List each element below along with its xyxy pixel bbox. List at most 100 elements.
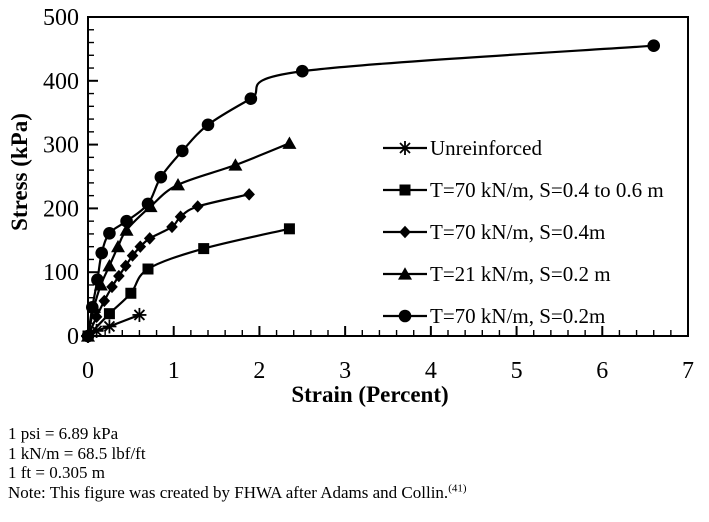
- y-tick-label: 400: [43, 69, 79, 95]
- triangle-marker: [171, 177, 185, 191]
- square-marker: [283, 223, 295, 235]
- circle-marker-shape: [398, 309, 412, 323]
- note-line-knm: 1 kN/m = 68.5 lbf/ft: [8, 443, 146, 463]
- legend-label: T=70 kN/m, S=0.4m: [430, 220, 605, 244]
- circle-marker: [95, 246, 109, 260]
- y-tick-label: 500: [43, 5, 79, 31]
- triangle-marker-shape: [111, 239, 125, 253]
- triangle-marker-shape: [398, 267, 412, 280]
- asterisk-marker-stroke: [399, 142, 411, 154]
- legend-label: T=70 kN/m, S=0.2m: [430, 304, 605, 328]
- x-tick-label: 1: [168, 358, 180, 384]
- circle-marker: [244, 92, 258, 105]
- circle-marker: [154, 170, 168, 184]
- diamond-marker: [90, 310, 103, 324]
- circle-marker-shape: [85, 300, 99, 314]
- diamond-marker-shape: [399, 225, 411, 239]
- note-citation: Note: This figure was created by FHWA af…: [8, 482, 467, 503]
- note-citation-text: Note: This figure was created by FHWA af…: [8, 482, 449, 502]
- asterisk-marker: [132, 307, 147, 322]
- circle-marker-shape: [141, 197, 155, 211]
- x-tick-label: 0: [82, 358, 94, 384]
- legend-label: T=70 kN/m, S=0.4 to 0.6 m: [430, 178, 664, 202]
- stress-strain-chart: 0 1 2 3 4 5 6 7 0 100 200 300 400 500 Strain (Percent)…: [7, 5, 694, 407]
- diamond-marker: [119, 259, 132, 273]
- asterisk-marker-stroke: [133, 309, 146, 321]
- asterisk-marker: [102, 319, 117, 334]
- circle-marker: [295, 64, 309, 78]
- circle-marker: [81, 329, 95, 343]
- circle-marker: [175, 144, 189, 158]
- x-tick-label: 2: [253, 358, 265, 384]
- circle-marker: [91, 273, 104, 287]
- circle-marker-shape: [154, 170, 168, 184]
- x-tick-label: 3: [339, 358, 351, 384]
- triangle-marker-shape: [102, 259, 117, 272]
- circle-marker-shape: [91, 273, 104, 287]
- legend-item: T=70 kN/m, S=0.4m: [383, 220, 605, 244]
- triangle-marker: [111, 239, 125, 253]
- y-tick-label: 100: [43, 260, 79, 286]
- diamond-marker: [399, 225, 411, 239]
- square-marker-shape: [399, 184, 411, 196]
- circle-marker: [201, 118, 215, 132]
- x-tick-label: 5: [511, 358, 523, 384]
- square-marker-shape: [198, 243, 210, 255]
- figure-notes: 1 psi = 6.89 kPa 1 kN/m = 68.5 lbf/ft 1 …: [8, 424, 467, 502]
- triangle-marker: [119, 223, 134, 236]
- circle-marker: [398, 309, 412, 323]
- legend-item: T=21 kN/m, S=0.2 m: [383, 262, 611, 286]
- x-tick-label: 6: [596, 358, 608, 384]
- triangle-marker-shape: [171, 177, 185, 191]
- diamond-marker-shape: [113, 269, 125, 283]
- series-4: [81, 39, 661, 343]
- square-marker-shape: [142, 263, 154, 275]
- y-tick-label: 200: [43, 196, 79, 222]
- axis-tick-labels: 0 1 2 3 4 5 6 7 0 100 200 300 400 500: [43, 5, 694, 384]
- asterisk-marker-stroke: [103, 320, 116, 333]
- legend-label: T=21 kN/m, S=0.2 m: [430, 262, 611, 286]
- series-line: [86, 142, 290, 337]
- diamond-marker: [106, 280, 118, 294]
- square-marker-shape: [125, 287, 137, 299]
- diamond-marker: [243, 188, 255, 201]
- diamond-marker-shape: [166, 220, 178, 234]
- x-tick-label: 4: [425, 358, 437, 384]
- triangle-marker-shape: [119, 223, 134, 236]
- circle-marker-shape: [120, 214, 133, 228]
- diamond-marker: [98, 294, 111, 308]
- circle-marker: [103, 226, 116, 240]
- circle-marker: [85, 300, 99, 314]
- square-marker: [125, 287, 137, 299]
- circle-marker: [141, 197, 155, 211]
- diamond-marker-shape: [191, 200, 204, 213]
- diamond-marker-shape: [243, 188, 255, 201]
- triangle-marker: [102, 259, 117, 272]
- circle-marker-shape: [647, 39, 661, 53]
- note-line-ft: 1 ft = 0.305 m: [8, 463, 105, 482]
- square-marker: [103, 308, 115, 320]
- plot-border: [87, 16, 689, 337]
- circle-marker-shape: [201, 118, 215, 132]
- diamond-marker: [166, 220, 178, 234]
- y-tick-label: 300: [43, 133, 79, 159]
- diamond-marker-shape: [90, 310, 103, 324]
- circle-marker: [647, 39, 661, 53]
- diamond-marker-shape: [106, 280, 118, 294]
- circle-marker-shape: [244, 92, 258, 105]
- y-tick-label: 0: [67, 324, 79, 350]
- circle-marker: [120, 214, 133, 228]
- legend-label: Unreinforced: [430, 136, 542, 160]
- circle-marker-shape: [295, 64, 309, 78]
- triangle-marker: [282, 136, 297, 149]
- x-tick-label: 7: [682, 358, 694, 384]
- square-marker-shape: [283, 223, 295, 235]
- note-line-psi: 1 psi = 6.89 kPa: [8, 424, 119, 443]
- circle-marker-shape: [95, 246, 109, 260]
- diamond-marker-shape: [98, 294, 111, 308]
- diamond-marker-shape: [119, 259, 132, 273]
- triangle-marker-shape: [228, 158, 243, 171]
- legend: Unreinforced T=70 kN/m, S=0.4 to 0.6 m T=7…: [383, 136, 664, 328]
- triangle-marker: [398, 267, 412, 280]
- legend-item: Unreinforced: [383, 136, 542, 160]
